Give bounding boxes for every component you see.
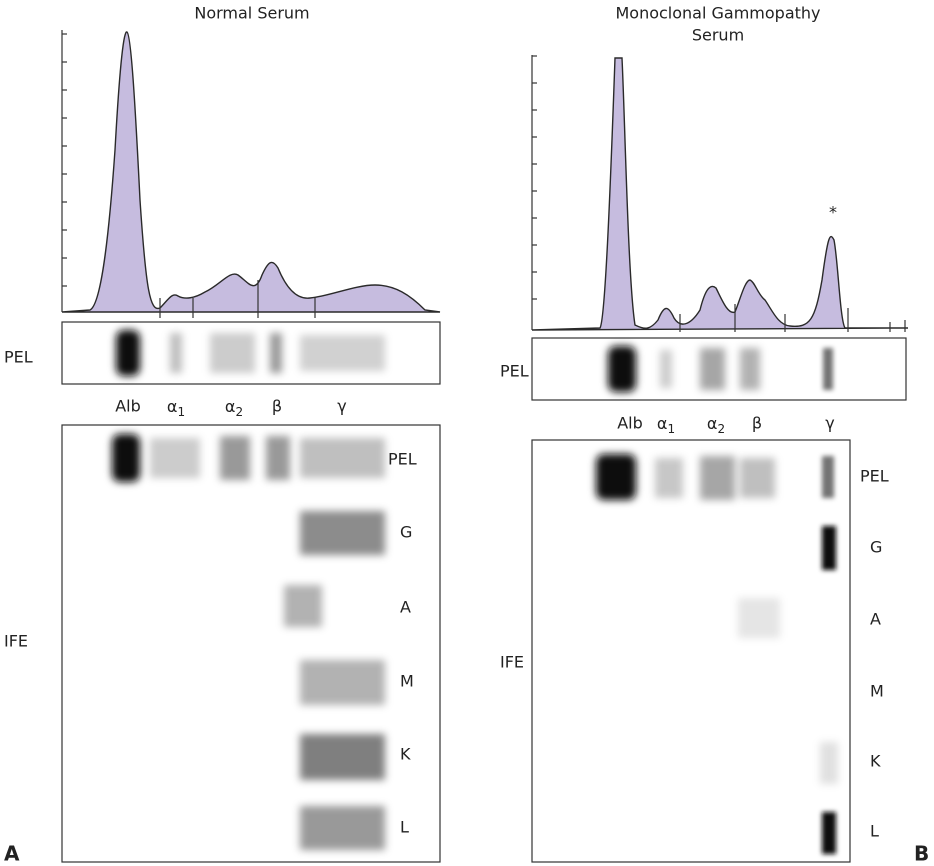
panel-letter: B (914, 842, 929, 866)
ife-row-label: K (400, 745, 411, 764)
panel-title: Normal Serum (194, 4, 309, 23)
ife-row-label: L (400, 818, 409, 837)
band (823, 348, 833, 390)
ife-row-label: G (870, 538, 882, 557)
ife-gel (62, 425, 440, 862)
fraction-label: α1 (657, 414, 675, 436)
strip-label: PEL (500, 362, 529, 381)
fraction-label: Alb (617, 414, 643, 433)
ife-label: IFE (4, 632, 28, 651)
ife-label: IFE (500, 653, 524, 672)
fraction-label: β (272, 397, 282, 416)
ife-row-label: K (870, 752, 881, 771)
ife-row-label: A (870, 610, 881, 629)
fraction-label: Alb (115, 397, 141, 416)
fraction-label: γ (825, 414, 834, 433)
ife-row-label: M (400, 672, 414, 691)
ife-row-label: M (870, 682, 884, 701)
panel-title: Monoclonal Gammopathy (615, 4, 820, 23)
ife-gel (532, 440, 850, 862)
panel-title: Serum (692, 26, 744, 45)
ife-row-label: PEL (860, 467, 889, 486)
ife-row-label: A (400, 598, 411, 617)
ife-row-label: G (400, 523, 412, 542)
fraction-label: α2 (225, 397, 243, 419)
panel-letter: A (4, 842, 20, 866)
densitometry-a (62, 30, 440, 318)
ife-row-label: PEL (388, 450, 417, 469)
densitometry-b (532, 55, 908, 332)
annotation: * (829, 203, 837, 222)
fraction-label: α2 (707, 414, 725, 436)
strip-label: PEL (4, 348, 33, 367)
fraction-label: β (752, 414, 762, 433)
fraction-label: α1 (167, 397, 185, 419)
fraction-label: γ (337, 397, 346, 416)
figure: Normal Serum PEL Alb α1 α2 β γ PEL (0, 0, 934, 866)
ife-row-label: L (870, 822, 879, 841)
